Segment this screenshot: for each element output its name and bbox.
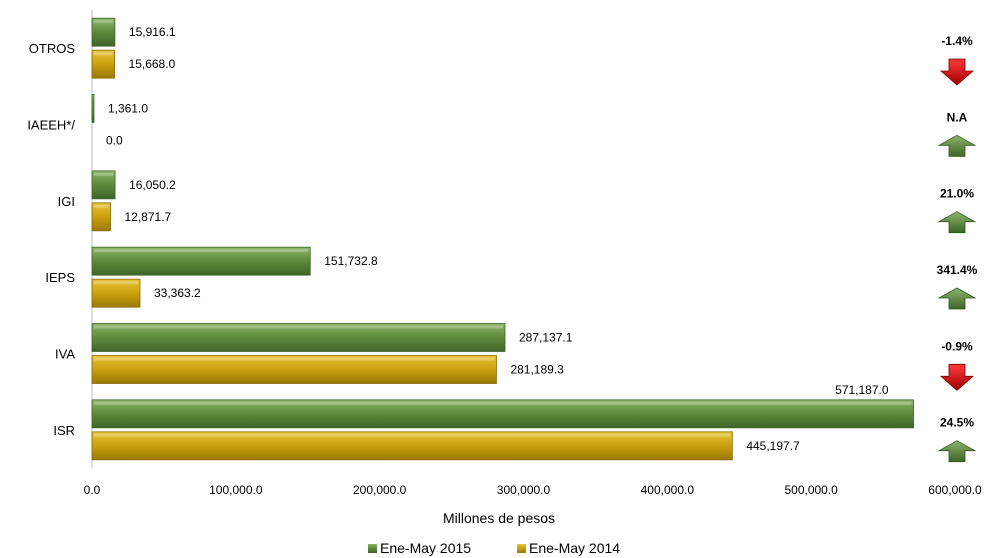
x-tick-label: 0.0 xyxy=(84,483,101,497)
data-label: 15,916.1 xyxy=(129,25,176,39)
x-tick-label: 400,000.0 xyxy=(641,483,695,497)
bar-highlight xyxy=(94,401,912,405)
bar-2015 xyxy=(91,323,506,352)
change-indicators: -1.4% N.A 21.0% 341.4% -0.9% 24.5% xyxy=(937,34,978,463)
change-label: 341.4% xyxy=(937,263,978,277)
data-label: 151,732.8 xyxy=(324,254,378,268)
arrow-down-icon xyxy=(939,363,975,391)
x-tick-label: 100,000.0 xyxy=(209,483,263,497)
data-label: 287,137.1 xyxy=(519,331,573,345)
data-label: 15,668.0 xyxy=(129,57,176,71)
arrow-down-icon xyxy=(939,58,975,86)
axes: 0.0 100,000.0 200,000.0 300,000.0 400,000.0 5… xyxy=(84,10,982,497)
data-label: 571,187.0 xyxy=(835,383,889,397)
bar-2014 xyxy=(91,355,497,384)
category-label: IAEEH*/ xyxy=(27,118,75,133)
bars xyxy=(91,17,914,461)
arrow-up-icon xyxy=(937,287,977,310)
bar-highlight xyxy=(94,249,309,253)
bar-2015 xyxy=(91,94,95,123)
bar-2014 xyxy=(91,278,141,308)
arrow-up-icon xyxy=(937,134,977,157)
bar-highlight xyxy=(94,20,113,24)
bar-2014 xyxy=(91,431,733,461)
bar-highlight xyxy=(94,172,114,176)
legend-label-2015: Ene-May 2015 xyxy=(380,540,471,556)
bar-highlight xyxy=(94,325,503,329)
bar-2015 xyxy=(91,170,116,200)
bar-highlight xyxy=(94,357,495,361)
bar-2015 xyxy=(91,399,914,429)
change-label: 24.5% xyxy=(940,416,974,430)
legend: Ene-May 2015 Ene-May 2014 xyxy=(368,540,620,556)
legend-swatch-2014 xyxy=(517,544,526,553)
change-label: N.A xyxy=(947,110,968,124)
change-label: -1.4% xyxy=(941,34,973,48)
change-label: -0.9% xyxy=(941,339,973,353)
arrow-up-icon xyxy=(937,440,977,463)
category-label: IGI xyxy=(58,194,75,209)
bar-2014 xyxy=(91,49,115,79)
legend-swatch-2015 xyxy=(368,544,377,553)
x-tick-label: 600,000.0 xyxy=(928,483,982,497)
bar-highlight xyxy=(94,204,109,208)
x-tick-label: 200,000.0 xyxy=(353,483,407,497)
x-tick-label: 500,000.0 xyxy=(784,483,838,497)
legend-label-2014: Ene-May 2014 xyxy=(529,540,620,556)
data-label: 1,361.0 xyxy=(108,102,148,116)
bar-2015 xyxy=(91,246,311,276)
data-label: 0.0 xyxy=(106,134,123,148)
category-label: ISR xyxy=(53,423,75,438)
data-label: 281,189.3 xyxy=(510,363,564,377)
bar-highlight xyxy=(94,281,138,285)
category-label: IVA xyxy=(55,347,75,362)
x-tick-label: 300,000.0 xyxy=(497,483,551,497)
bar-highlight xyxy=(94,433,731,437)
data-label: 33,363.2 xyxy=(154,286,201,300)
bar-2014 xyxy=(91,202,111,232)
bar-highlight xyxy=(94,52,113,56)
x-axis-title: Millones de pesos xyxy=(443,510,555,526)
data-label: 445,197.7 xyxy=(746,439,800,453)
category-label: OTROS xyxy=(29,41,76,56)
data-label: 16,050.2 xyxy=(129,178,176,192)
labels: OTROS 15,916.1 15,668.0 IAEEH*/ 1,361.0 0.0 IG… xyxy=(27,25,889,453)
bar-2015 xyxy=(91,17,116,47)
change-label: 21.0% xyxy=(940,187,974,201)
arrow-up-icon xyxy=(937,211,977,234)
data-label: 12,871.7 xyxy=(125,210,172,224)
category-label: IEPS xyxy=(45,270,75,285)
